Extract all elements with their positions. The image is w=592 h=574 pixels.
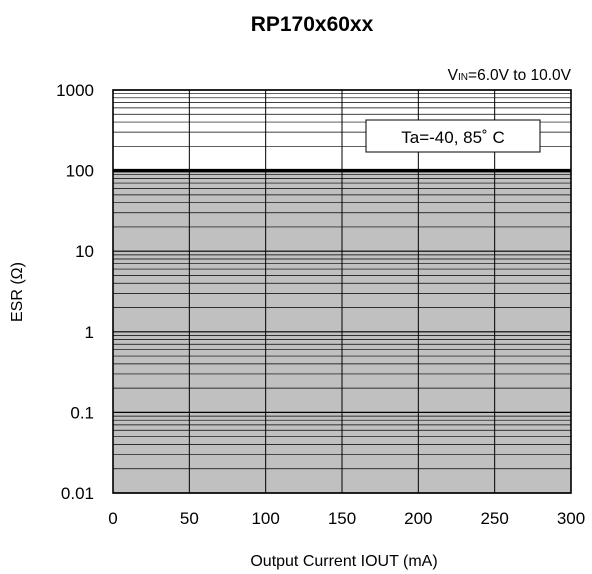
y-tick-label: 1 xyxy=(85,323,94,342)
ta-annotation-box: Ta=-40, 85˚ C xyxy=(365,119,541,153)
x-tick-label: 300 xyxy=(557,509,585,528)
chart-title: RP170x60xx xyxy=(251,13,374,36)
y-tick-label: 10 xyxy=(75,242,94,261)
plot-frame xyxy=(112,89,572,494)
x-tick-label: 100 xyxy=(251,509,279,528)
vin-prefix: V xyxy=(448,67,459,84)
x-tick-label: 50 xyxy=(180,509,199,528)
ta-annotation: Ta=-40, 85˚ C xyxy=(401,128,504,147)
x-tick-label: 200 xyxy=(404,509,432,528)
x-tick-label: 250 xyxy=(480,509,508,528)
vin-annotation: VIN=6.0V to 10.0V xyxy=(448,67,572,84)
y-tick-label: 1000 xyxy=(56,81,94,100)
vin-range: =6.0V to 10.0V xyxy=(468,67,572,84)
y-tick-label: 0.01 xyxy=(61,484,94,503)
x-axis-label: Output Current IOUT (mA) xyxy=(250,553,437,570)
x-tick-labels: 0 50 100 150 200 250 300 xyxy=(108,509,585,528)
y-axis-label: ESR (Ω) xyxy=(9,262,26,322)
y-tick-label: 100 xyxy=(66,162,94,181)
plot-area xyxy=(112,89,572,494)
vin-subscript: IN xyxy=(458,72,468,83)
y-tick-labels: 0.01 0.1 1 10 100 1000 xyxy=(56,81,94,503)
y-tick-label: 0.1 xyxy=(70,403,94,422)
x-tick-label: 150 xyxy=(328,509,356,528)
x-tick-label: 0 xyxy=(108,509,117,528)
